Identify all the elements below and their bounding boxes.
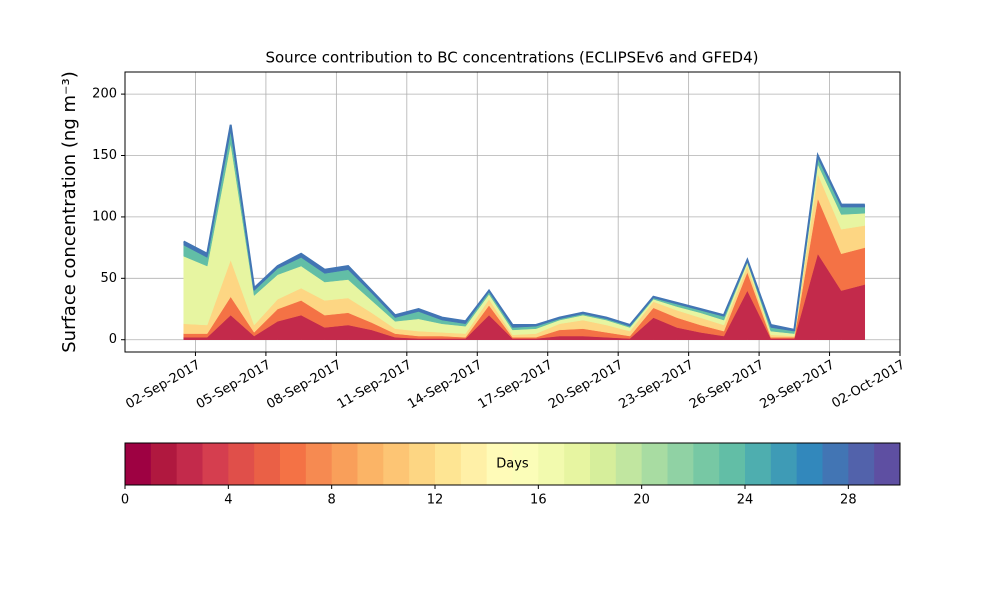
colorbar-bin [590,443,617,485]
colorbar-tick-label: 4 [224,493,232,508]
colorbar-bin [280,443,307,485]
y-tick-label: 150 [92,148,117,163]
colorbar-bin [667,443,694,485]
colorbar-bin [564,443,591,485]
colorbar-tick-label: 16 [530,493,547,508]
colorbar-bin [176,443,203,485]
colorbar-bin [719,443,746,485]
colorbar-bin [409,443,436,485]
top-line [183,124,865,332]
colorbar-bin [202,443,229,485]
colorbar-tick-label: 28 [840,493,857,508]
colorbar-bin [357,443,384,485]
colorbar-bin [615,443,643,485]
colorbar-bin [228,443,255,485]
colorbar-bin [641,443,668,485]
colorbar-label: Days [496,457,529,472]
colorbar-frame [124,442,901,486]
plot-frame [124,71,901,353]
areas [183,124,866,340]
y-tick-label: 100 [92,209,117,224]
colorbar-bin [822,443,849,485]
colorbar-bin [538,443,565,485]
colorbar-bin [460,443,488,485]
colorbar-tick-label: 20 [633,493,650,508]
colorbar-bin [125,443,152,485]
colorbar-tick-label: 24 [737,493,754,508]
colorbar-bin [796,443,823,485]
colorbar-bin [150,443,178,485]
y-tick-label: 50 [100,271,117,286]
colorbar-bin [383,443,410,485]
y-axis-label: Surface concentration (ng m⁻³) [59,71,80,353]
colorbar-bin [874,443,901,485]
colorbar-bin [512,443,539,485]
y-tick-label: 0 [109,332,117,347]
colorbar-bin [848,443,875,485]
colorbar-bin [770,443,798,485]
colorbar-tick-label: 0 [121,493,129,508]
colorbar-bin [305,443,333,485]
colorbar-bin [331,443,358,485]
colorbar-bin [745,443,772,485]
y-tick-label: 200 [92,87,117,102]
colorbar-bin [693,443,720,485]
chart-title: Source contribution to BC concentrations… [265,49,758,67]
colorbar-bin [254,443,281,485]
colorbar-bin [435,443,462,485]
colorbar-tick-label: 12 [427,493,444,508]
colorbar-tick-label: 8 [328,493,336,508]
colorbar-bin [486,443,513,485]
